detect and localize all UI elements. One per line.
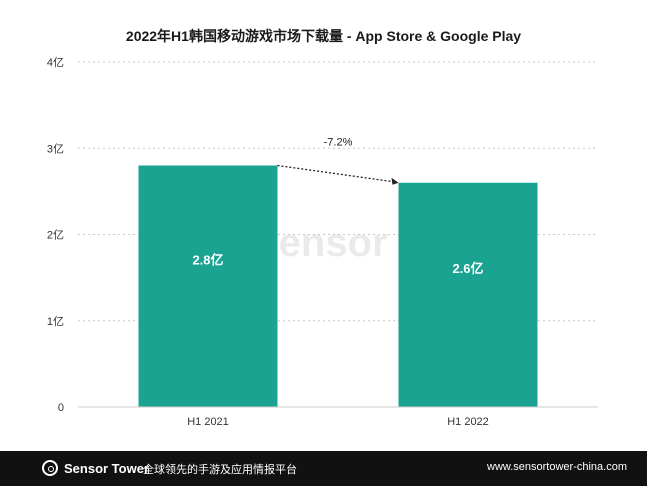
bar-value-label: 2.8亿 xyxy=(192,252,223,267)
y-tick-label: 1亿 xyxy=(47,315,64,328)
bars: 2.8亿 2.6亿 xyxy=(138,165,538,407)
bar-value-label: 2.6亿 xyxy=(452,261,483,276)
footer-tagline: 全球领先的手游及应用情报平台 xyxy=(143,464,297,476)
x-axis-ticks: H1 2021 H1 2022 xyxy=(187,416,489,428)
sensor-tower-logo-icon xyxy=(42,460,58,476)
y-tick-label: 2亿 xyxy=(47,229,64,242)
bar-h1-2021 xyxy=(138,165,278,407)
bar-h1-2022 xyxy=(398,182,538,407)
annotation-label: -7.2% xyxy=(324,137,353,149)
y-tick-label: 4亿 xyxy=(47,56,64,69)
annotation-arrow-head xyxy=(391,177,399,185)
y-tick-label: 0 xyxy=(58,402,64,414)
x-tick-label: H1 2021 xyxy=(187,416,229,428)
footer-logo: Sensor Tower xyxy=(42,459,149,477)
footer-brand: Sensor Tower xyxy=(64,460,150,476)
footer-url: www.sensortower-china.com xyxy=(487,461,627,473)
y-axis-ticks: 0 1亿 2亿 3亿 4亿 xyxy=(47,56,64,414)
change-annotation: -7.2% xyxy=(277,137,399,185)
chart-title: 2022年H1韩国移动游戏市场下载量 - App Store & Google … xyxy=(125,28,522,44)
annotation-arrow-line xyxy=(277,164,394,183)
x-tick-label: H1 2022 xyxy=(447,416,489,428)
footer-bar: Sensor Tower 全球领先的手游及应用情报平台 www.sensorto… xyxy=(0,451,647,486)
y-tick-label: 3亿 xyxy=(47,142,64,155)
